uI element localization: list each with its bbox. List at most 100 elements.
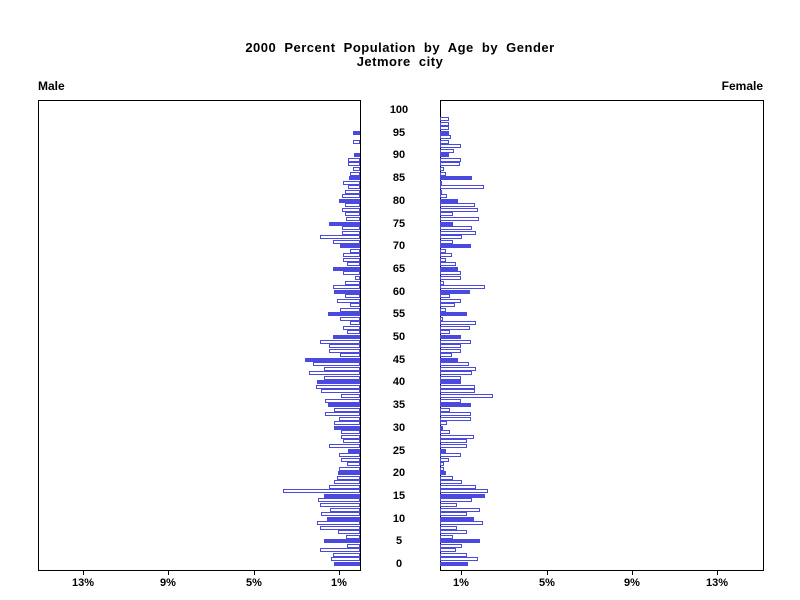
bar-male-age-11 (321, 512, 360, 516)
bar-male-age-57 (350, 303, 360, 307)
bar-male-age-3 (320, 548, 360, 552)
bar-female-age-14 (440, 498, 472, 502)
bar-male-age-62 (345, 281, 360, 285)
bar-female-age-97 (440, 122, 449, 126)
bar-female-age-96 (440, 126, 449, 130)
bar-female-age-59 (440, 294, 450, 298)
bar-female-age-68 (440, 253, 452, 257)
bar-male-age-10 (327, 517, 360, 521)
bar-female-age-70 (440, 244, 471, 248)
pct-tick-right-13 (717, 570, 718, 575)
bar-female-age-58 (440, 299, 461, 303)
age-tick-label-50: 50 (392, 331, 406, 343)
bar-male-age-73 (342, 231, 360, 235)
bar-male-age-31 (334, 421, 360, 425)
bar-male-age-24 (339, 453, 360, 457)
bar-female-age-52 (440, 326, 470, 330)
female-panel-label: Female (721, 79, 763, 93)
bar-male-age-53 (350, 321, 360, 325)
age-tick-label-80: 80 (392, 195, 406, 207)
bar-female-age-9 (440, 521, 483, 525)
bar-male-age-77 (345, 212, 360, 216)
bar-male-age-35 (328, 403, 360, 407)
bar-male-age-17 (329, 485, 360, 489)
bar-female-age-3 (440, 548, 456, 552)
bar-male-age-60 (334, 290, 360, 294)
bar-male-age-40 (317, 380, 360, 384)
bar-male-age-56 (340, 308, 360, 312)
bar-female-age-65 (440, 267, 458, 271)
bar-female-age-76 (440, 217, 479, 221)
pct-tick-label-left-9: 9% (160, 577, 176, 589)
bar-female-age-60 (440, 290, 470, 294)
bar-female-age-41 (440, 376, 461, 380)
pct-tick-label-right-9: 9% (624, 577, 640, 589)
age-tick-label-30: 30 (392, 422, 406, 434)
bar-male-age-1 (331, 557, 360, 561)
bar-female-age-95 (440, 131, 449, 135)
female-plot-box (440, 100, 764, 571)
bar-male-age-27 (343, 439, 360, 443)
bar-male-age-89 (348, 158, 360, 162)
bar-male-age-65 (333, 267, 360, 271)
bar-male-age-29 (341, 430, 360, 434)
bar-female-age-23 (440, 458, 449, 462)
age-tick-label-85: 85 (392, 172, 406, 184)
pct-tick-label-left-13: 13% (71, 577, 95, 589)
bar-female-age-35 (440, 403, 471, 407)
bar-male-age-32 (339, 417, 360, 421)
bar-female-age-93 (440, 140, 449, 144)
bar-male-age-71 (333, 240, 360, 244)
bar-female-age-53 (440, 321, 476, 325)
bar-female-age-4 (440, 544, 462, 548)
bar-male-age-22 (347, 462, 360, 466)
bar-female-age-55 (440, 312, 467, 316)
bar-male-age-90 (354, 153, 360, 157)
age-tick-label-15: 15 (392, 490, 406, 502)
bar-male-age-16 (283, 489, 360, 493)
bar-male-age-51 (347, 330, 360, 334)
bar-male-age-80 (339, 199, 360, 203)
bar-female-age-94 (440, 135, 451, 139)
bar-female-age-16 (440, 489, 488, 493)
age-tick-label-20: 20 (392, 467, 406, 479)
bar-male-age-20 (338, 471, 360, 475)
bar-male-age-7 (338, 530, 360, 534)
bar-male-age-12 (330, 508, 360, 512)
bar-female-age-79 (440, 203, 475, 207)
pct-tick-left-9 (168, 570, 169, 575)
age-tick-label-75: 75 (392, 218, 406, 230)
bar-male-age-13 (320, 503, 360, 507)
bar-male-age-6 (346, 535, 360, 539)
bar-male-age-49 (320, 340, 360, 344)
bar-male-age-38 (321, 389, 360, 393)
bar-male-age-21 (339, 467, 360, 471)
bar-female-age-28 (440, 435, 474, 439)
male-panel-label: Male (38, 79, 65, 93)
bar-female-age-88 (440, 162, 460, 166)
bar-male-age-37 (341, 394, 360, 398)
bar-female-age-5 (440, 539, 480, 543)
pct-tick-label-left-5: 5% (246, 577, 262, 589)
bar-male-age-88 (348, 162, 360, 166)
bar-female-age-13 (440, 503, 457, 507)
bar-female-age-50 (440, 335, 461, 339)
bar-female-age-17 (440, 485, 476, 489)
bar-male-age-43 (324, 367, 360, 371)
bar-female-age-92 (440, 144, 461, 148)
bar-male-age-45 (305, 358, 360, 362)
pct-tick-right-5 (547, 570, 548, 575)
bar-female-age-57 (440, 303, 455, 307)
bar-female-age-86 (440, 172, 446, 176)
pct-tick-left-13 (83, 570, 84, 575)
bar-female-age-66 (440, 262, 456, 266)
bar-male-age-76 (346, 217, 360, 221)
bar-female-age-21 (440, 467, 444, 471)
bar-female-age-37 (440, 394, 493, 398)
age-tick-label-40: 40 (392, 376, 406, 388)
bar-female-age-20 (440, 471, 446, 475)
bar-male-age-23 (341, 458, 360, 462)
bar-male-age-74 (342, 226, 360, 230)
pct-tick-left-1 (339, 570, 340, 575)
